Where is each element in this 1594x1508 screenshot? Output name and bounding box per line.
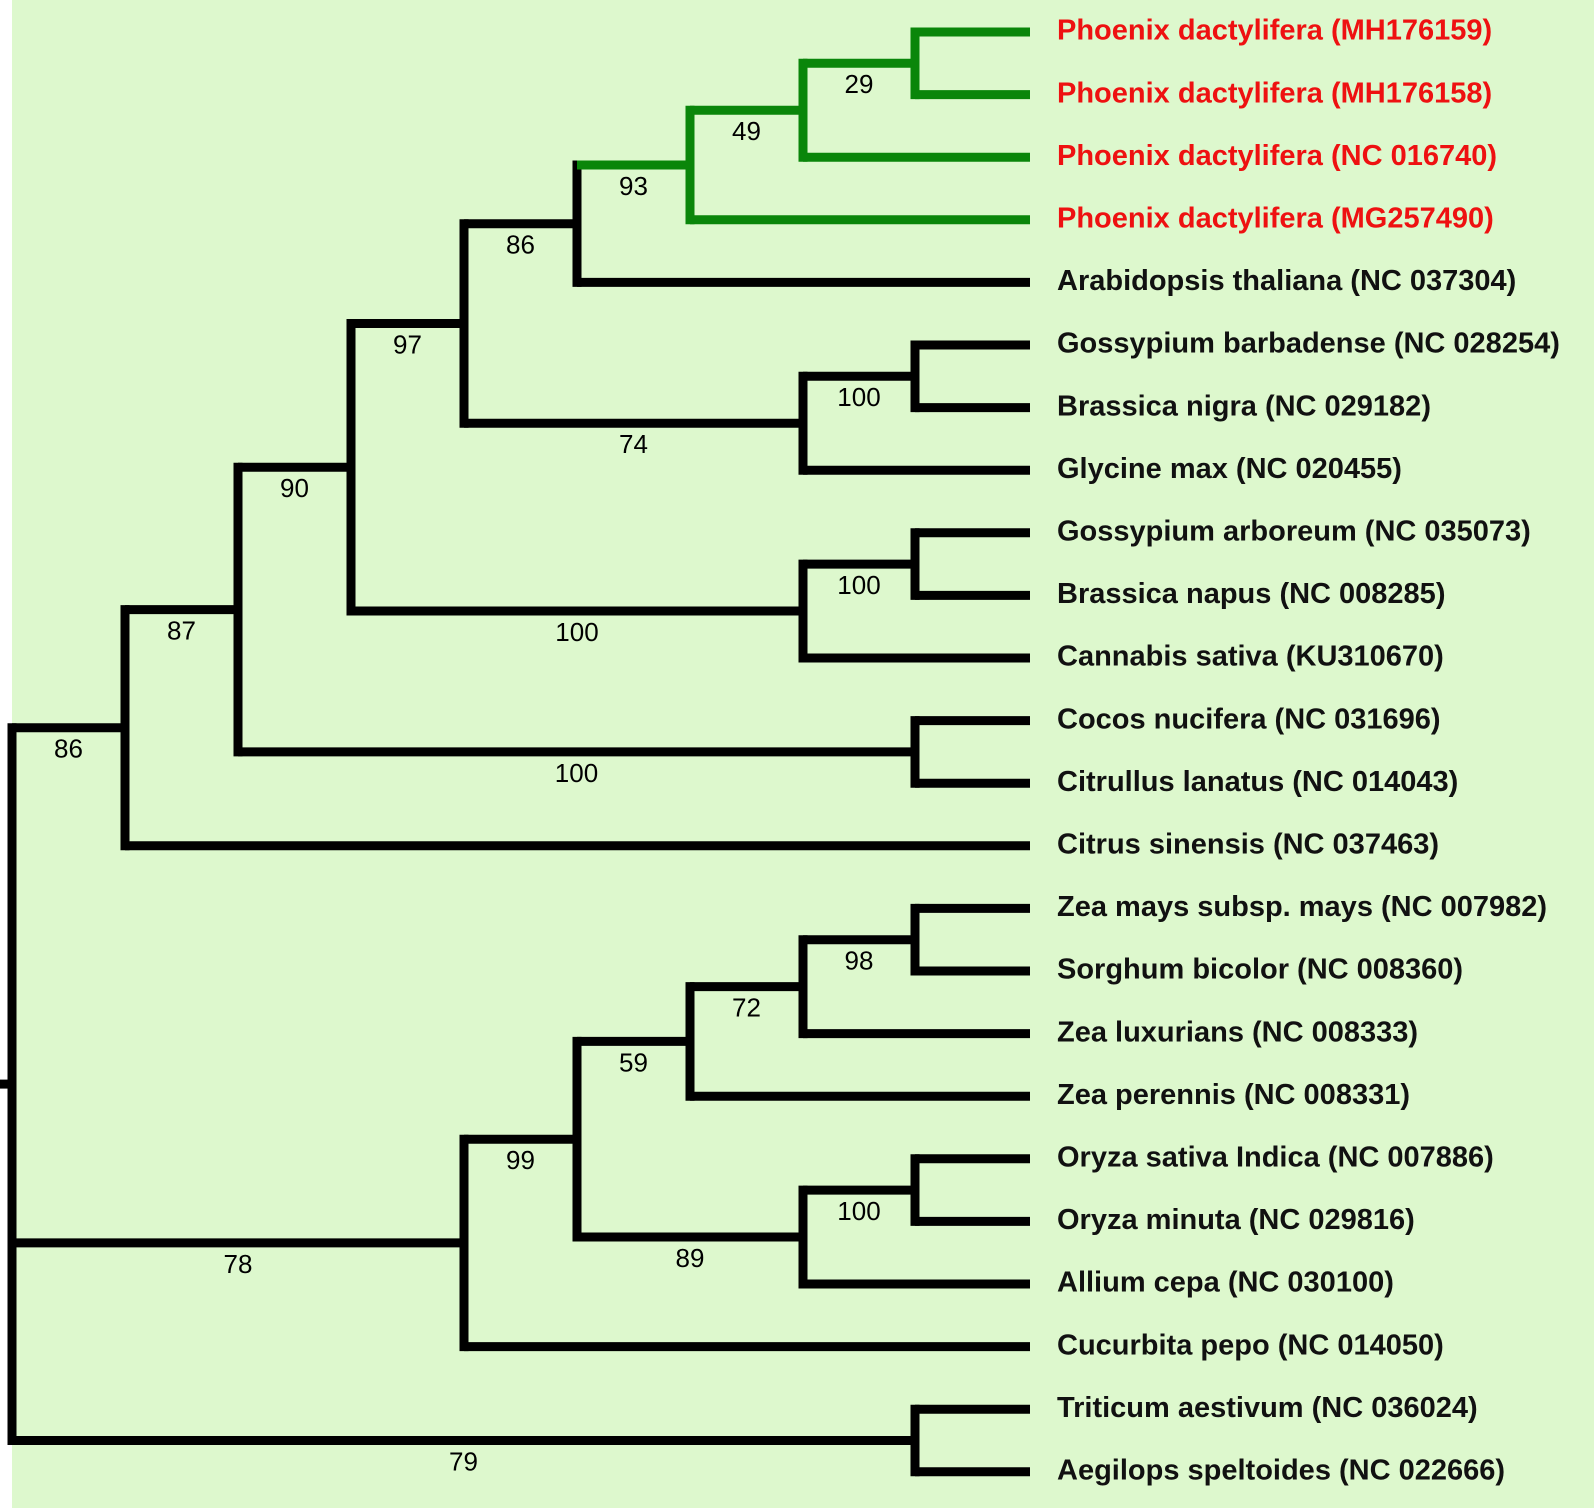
leaf-label: Gossypium arboreum (NC 035073) <box>1057 515 1531 547</box>
leaf-label: Gossypium barbadense (NC 028254) <box>1057 328 1560 360</box>
leaf-label: Zea mays subsp. mays (NC 007982) <box>1057 891 1547 923</box>
support-value: 98 <box>845 946 874 976</box>
support-value: 100 <box>837 1196 880 1226</box>
support-value: 99 <box>506 1145 535 1175</box>
leaf-label: Brassica nigra (NC 029182) <box>1057 390 1431 422</box>
support-value: 79 <box>449 1446 478 1476</box>
support-value: 93 <box>619 171 648 201</box>
support-value: 86 <box>506 230 535 260</box>
leaf-labels: Phoenix dactylifera (MH176159) Phoenix da… <box>1057 15 1560 1487</box>
leaf-label: Sorghum bicolor (NC 008360) <box>1057 954 1463 986</box>
support-value: 90 <box>280 473 309 503</box>
leaf-label: Oryza sativa Indica (NC 007886) <box>1057 1141 1494 1173</box>
leaf-label: Phoenix dactylifera (MH176158) <box>1057 77 1492 109</box>
leaf-label: Cannabis sativa (KU310670) <box>1057 641 1444 673</box>
leaf-label: Aegilops speltoides (NC 022666) <box>1057 1454 1505 1486</box>
leaf-label: Phoenix dactylifera (NC 016740) <box>1057 140 1497 172</box>
support-value: 97 <box>393 329 422 359</box>
support-value: 89 <box>676 1243 705 1273</box>
leaf-label: Cucurbita pepo (NC 014050) <box>1057 1329 1444 1361</box>
leaf-label: Allium cepa (NC 030100) <box>1057 1267 1394 1299</box>
support-value: 29 <box>845 69 874 99</box>
leaf-label: Triticum aestivum (NC 036024) <box>1057 1392 1478 1424</box>
leaf-label: Phoenix dactylifera (MG257490) <box>1057 202 1494 234</box>
tree-branches <box>0 27 1030 1477</box>
leaf-label: Zea luxurians (NC 008333) <box>1057 1016 1418 1048</box>
leaf-label: Citrullus lanatus (NC 014043) <box>1057 766 1458 798</box>
support-value: 74 <box>619 429 648 459</box>
leaf-label: Zea perennis (NC 008331) <box>1057 1079 1410 1111</box>
leaf-label: Arabidopsis thaliana (NC 037304) <box>1057 265 1516 297</box>
support-value: 87 <box>167 615 196 645</box>
leaf-label: Cocos nucifera (NC 031696) <box>1057 703 1441 735</box>
support-value: 100 <box>555 617 598 647</box>
leaf-label: Brassica napus (NC 008285) <box>1057 578 1445 610</box>
support-value: 59 <box>619 1047 648 1077</box>
support-value: 49 <box>732 116 761 146</box>
leaf-label: Citrus sinensis (NC 037463) <box>1057 828 1439 860</box>
support-value: 86 <box>54 734 83 764</box>
leaf-label: Phoenix dactylifera (MH176159) <box>1057 15 1492 47</box>
support-value: 100 <box>837 570 880 600</box>
support-value: 78 <box>224 1249 253 1279</box>
support-values: 86 87 90 97 86 93 49 29 74 100 100 100 100 78 99 59 72 98… <box>54 69 881 1476</box>
leaf-label: Oryza minuta (NC 029816) <box>1057 1204 1415 1236</box>
support-value: 100 <box>555 758 598 788</box>
leaf-label: Glycine max (NC 020455) <box>1057 453 1402 485</box>
support-value: 72 <box>732 993 761 1023</box>
support-value: 100 <box>837 382 880 412</box>
